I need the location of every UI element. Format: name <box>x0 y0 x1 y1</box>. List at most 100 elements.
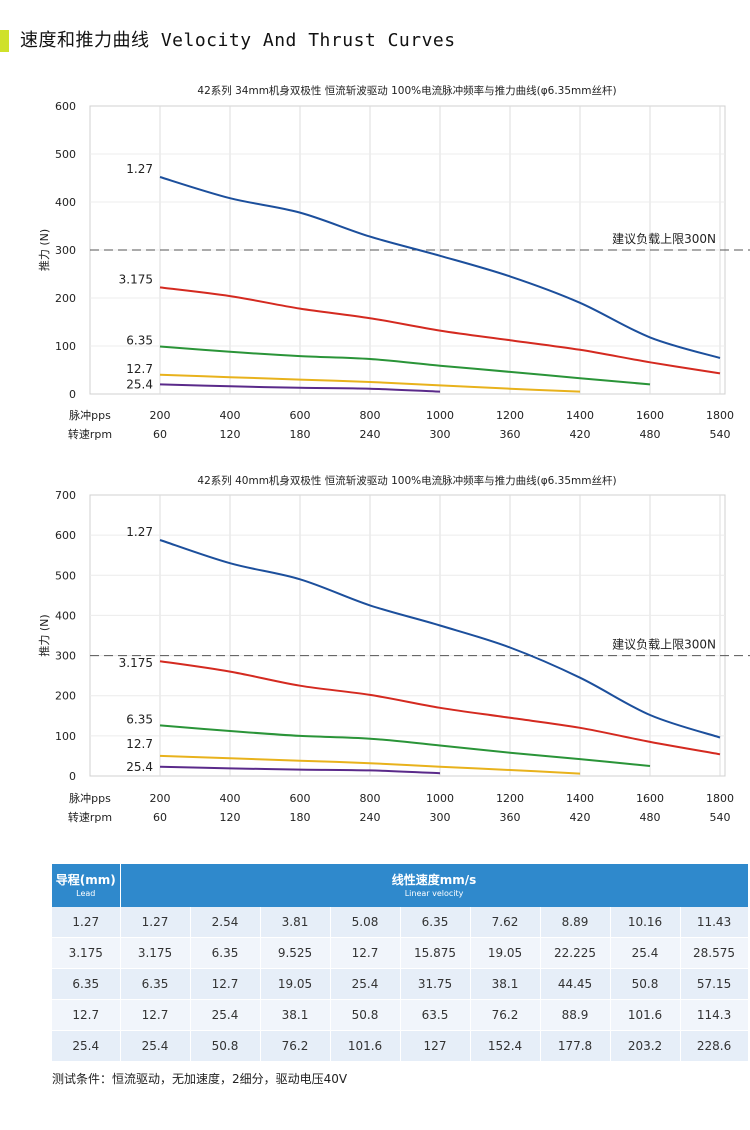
speed-header: 线性速度mm/s Linear velocity <box>120 864 749 907</box>
section-header: 速度和推力曲线 Velocity And Thrust Curves <box>0 28 750 54</box>
table-cell: 25.4 <box>120 1030 191 1062</box>
x-tick-label-rpm: 480 <box>640 428 661 441</box>
table-cell: 101.6 <box>610 999 681 1031</box>
series-label-25-4: 25.4 <box>126 377 153 391</box>
section-title: 速度和推力曲线 Velocity And Thrust Curves <box>20 30 456 51</box>
plot-area <box>89 494 726 777</box>
table-cell: 38.1 <box>470 968 541 1000</box>
x-tick-label-pps: 1200 <box>496 409 524 422</box>
table-cell: 3.81 <box>260 907 331 938</box>
table-cell: 6.35 <box>400 907 471 938</box>
x-tick-label-rpm: 480 <box>640 811 661 824</box>
y-tick-label: 300 <box>55 650 76 663</box>
table-cell: 9.525 <box>260 937 331 969</box>
table-cell: 25.4 <box>610 937 681 969</box>
series-line-1-27 <box>159 539 721 739</box>
series-line-3-175 <box>159 286 721 375</box>
x-tick-label-rpm: 300 <box>430 811 451 824</box>
table-row: 3.175 3.175 6.35 9.525 12.7 15.875 19.05… <box>52 937 749 969</box>
x-tick-label-pps: 800 <box>360 792 381 805</box>
x-tick-label-pps: 1000 <box>426 409 454 422</box>
x-tick-label-rpm: 120 <box>220 811 241 824</box>
table-cell: 28.575 <box>680 937 749 969</box>
series-line-12-7 <box>159 373 581 393</box>
x-tick-label-pps: 1800 <box>706 792 734 805</box>
y-tick-label: 100 <box>55 730 76 743</box>
y-axis-label: 推力 (N) <box>37 229 51 271</box>
speed-header-en: Linear velocity <box>404 889 464 898</box>
x-tick-label-pps: 200 <box>150 409 171 422</box>
series-label-1-27: 1.27 <box>126 162 153 176</box>
table-cell: 12.7 <box>190 968 261 1000</box>
table-cell: 5.08 <box>330 907 401 938</box>
table-cell: 7.62 <box>470 907 541 938</box>
table-cell: 228.6 <box>680 1030 749 1062</box>
table-cell: 50.8 <box>330 999 401 1031</box>
series-line-1-27 <box>159 176 721 359</box>
table-cell: 15.875 <box>400 937 471 969</box>
table-row: 1.27 1.27 2.54 3.81 5.08 6.35 7.62 8.89 … <box>52 907 749 938</box>
y-tick-label: 200 <box>55 690 76 703</box>
table-cell: 44.45 <box>540 968 611 1000</box>
test-conditions-note: 测试条件：恒流驱动，无加速度，2细分，驱动电压40V <box>52 1072 348 1086</box>
table-cell: 57.15 <box>680 968 749 1000</box>
table-cell: 12.7 <box>330 937 401 969</box>
x-row-label-pps: 脉冲pps <box>69 408 111 422</box>
lead-cell: 6.35 <box>52 968 121 1000</box>
series-line-6-35 <box>159 345 651 386</box>
x-tick-label-rpm: 240 <box>360 428 381 441</box>
chart-title: 42系列 34mm机身双极性 恒流斩波驱动 100%电流脉冲频率与推力曲线(φ6… <box>197 84 616 97</box>
series-label-3-175: 3.175 <box>119 272 153 286</box>
series-label-1-27: 1.27 <box>126 525 153 539</box>
x-tick-label-rpm: 180 <box>290 811 311 824</box>
x-tick-label-pps: 1200 <box>496 792 524 805</box>
lead-cell: 12.7 <box>52 999 121 1031</box>
x-tick-label-rpm: 60 <box>153 811 167 824</box>
y-tick-label: 600 <box>55 529 76 542</box>
linear-velocity-table: 导程(mm) Lead 线性速度mm/s Linear velocity 1.2… <box>52 864 749 1062</box>
y-axis-label: 推力 (N) <box>37 614 51 656</box>
table-cell: 127 <box>400 1030 471 1062</box>
y-tick-label: 100 <box>55 340 76 353</box>
y-tick-label: 400 <box>55 196 76 209</box>
table-cell: 50.8 <box>190 1030 261 1062</box>
speed-header-zh: 线性速度mm/s <box>391 873 477 887</box>
x-tick-label-rpm: 120 <box>220 428 241 441</box>
table-cell: 10.16 <box>610 907 681 938</box>
accent-bar <box>0 30 9 52</box>
table-cell: 63.5 <box>400 999 471 1031</box>
x-row-label-pps: 脉冲pps <box>69 791 111 805</box>
table-cell: 11.43 <box>680 907 749 938</box>
table-cell: 25.4 <box>330 968 401 1000</box>
x-tick-label-pps: 1600 <box>636 792 664 805</box>
x-row-label-rpm: 转速rpm <box>68 427 112 441</box>
x-tick-label-rpm: 180 <box>290 428 311 441</box>
lead-header-en: Lead <box>76 889 96 898</box>
table-cell: 203.2 <box>610 1030 681 1062</box>
table-cell: 31.75 <box>400 968 471 1000</box>
x-tick-label-rpm: 360 <box>500 428 521 441</box>
lead-header-zh: 导程(mm) <box>55 873 116 887</box>
table-cell: 6.35 <box>190 937 261 969</box>
table-cell: 12.7 <box>120 999 191 1031</box>
series-line-25-4 <box>159 765 441 775</box>
table-cell: 177.8 <box>540 1030 611 1062</box>
table-cell: 22.225 <box>540 937 611 969</box>
table-cell: 6.35 <box>120 968 191 1000</box>
table-row: 25.4 25.4 50.8 76.2 101.6 127 152.4 177.… <box>52 1030 749 1062</box>
table-cell: 152.4 <box>470 1030 541 1062</box>
x-row-label-rpm: 转速rpm <box>68 810 112 824</box>
table-cell: 76.2 <box>470 999 541 1031</box>
table-cell: 2.54 <box>190 907 261 938</box>
y-tick-label: 500 <box>55 569 76 582</box>
y-tick-label: 0 <box>69 770 76 783</box>
load-limit-label: 建议负载上限300N <box>612 638 716 652</box>
y-tick-label: 400 <box>55 609 76 622</box>
x-tick-label-rpm: 540 <box>710 811 731 824</box>
table-cell: 1.27 <box>120 907 191 938</box>
x-tick-label-pps: 1400 <box>566 409 594 422</box>
table-cell: 76.2 <box>260 1030 331 1062</box>
table-cell: 38.1 <box>260 999 331 1031</box>
table-row: 6.35 6.35 12.7 19.05 25.4 31.75 38.1 44.… <box>52 968 749 1000</box>
series-line-12-7 <box>159 754 581 775</box>
